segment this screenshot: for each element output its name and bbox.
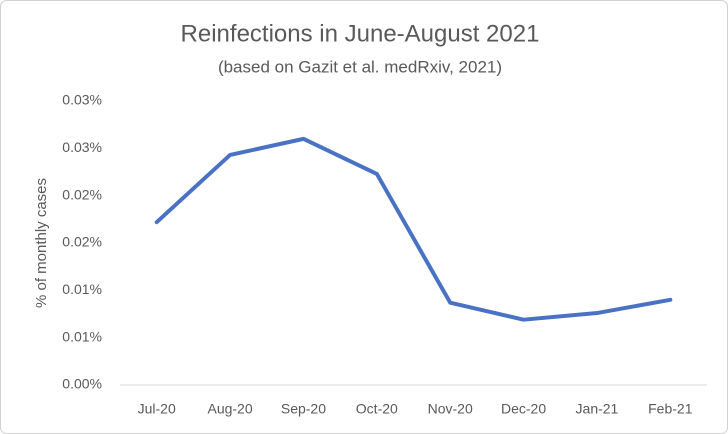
y-axis-label: % of monthly cases [33, 178, 50, 308]
x-tick-label: Jan-21 [576, 401, 619, 417]
x-tick-label: Oct-20 [356, 401, 398, 417]
y-tick-label: 0.03% [62, 92, 102, 108]
data-line [154, 136, 673, 322]
x-tick-label: Aug-20 [207, 401, 252, 417]
y-tick-label: 0.01% [62, 281, 102, 297]
y-tick-label: 0.00% [62, 376, 102, 392]
chart-subtitle: (based on Gazit et al. medRxiv, 2021) [218, 57, 502, 76]
y-tick-label: 0.03% [62, 139, 102, 155]
x-tick-label: Dec-20 [501, 401, 546, 417]
y-tick-label: 0.02% [62, 186, 102, 202]
x-tick-label: Sep-20 [281, 401, 326, 417]
x-tick-label: Feb-21 [648, 401, 693, 417]
x-tick-label: Jul-20 [138, 401, 176, 417]
y-tick-label: 0.01% [62, 328, 102, 344]
x-tick-label: Nov-20 [428, 401, 473, 417]
chart-title: Reinfections in June-August 2021 [181, 20, 540, 47]
y-tick-label: 0.02% [62, 234, 102, 250]
